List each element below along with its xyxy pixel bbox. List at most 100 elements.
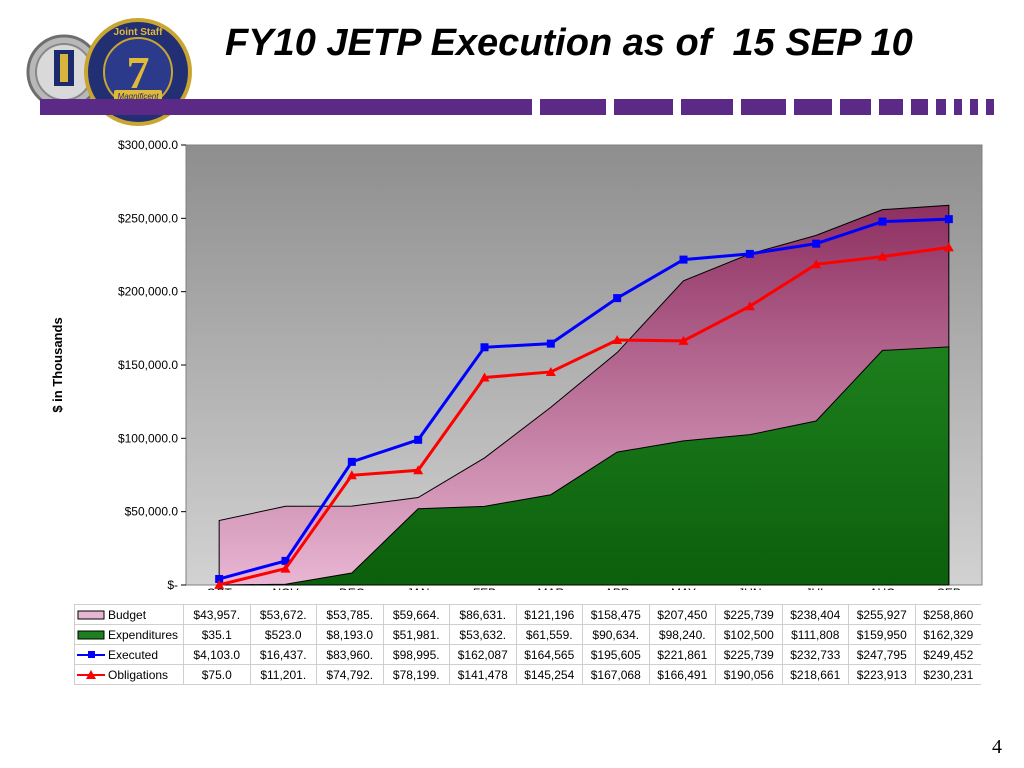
point-obligations: [280, 563, 291, 573]
legend-label: Executed: [108, 647, 159, 662]
table-cell: $158,475: [582, 604, 649, 625]
table-cell: $238,404: [781, 604, 849, 625]
decorative-band: [40, 99, 994, 115]
point-obligations: [943, 242, 954, 252]
point-executed: [679, 255, 688, 264]
chart-data-table: Budget $43,957. $53,672. $53,785. $59,664. $8…: [74, 604, 981, 685]
y-tick-label: $200,000.0: [118, 285, 178, 299]
table-cell: $59,664.: [382, 604, 450, 625]
table-cell: $247,795: [848, 644, 915, 665]
x-tick-label: DEC: [339, 586, 365, 590]
x-axis: OCT NOV DEC JAN FEB MAR APR MAY JUN JUL AUG SEP: [206, 586, 960, 590]
table-cell: $74,792.: [316, 664, 383, 685]
point-executed: [878, 217, 887, 226]
x-tick-label: AUG: [869, 586, 895, 590]
legend-key: Budget: [74, 604, 184, 625]
x-tick-label: OCT: [206, 586, 232, 590]
table-cell: $195,605: [582, 644, 649, 665]
point-executed: [812, 239, 821, 248]
slide-title: FY10 JETP Execution as of 15 SEP 10: [225, 22, 913, 64]
table-cell: $223,913: [848, 664, 915, 685]
legend-swatch-budget: [77, 610, 105, 619]
point-obligations: [678, 335, 689, 345]
table-cell: $53,785.: [316, 604, 383, 625]
point-executed: [480, 343, 489, 352]
line-series: [214, 215, 954, 589]
area-expenditures: [218, 346, 950, 586]
table-cell: $255,927: [848, 604, 915, 625]
table-cell: $53,672.: [249, 604, 317, 625]
x-tick-label: MAY: [671, 586, 696, 590]
svg-text:7: 7: [127, 47, 150, 98]
svg-text:Magnificent: Magnificent: [118, 92, 160, 101]
table-cell: $232,733: [781, 644, 849, 665]
table-cell: $11,201.: [249, 664, 317, 685]
y-tick-label: $250,000.0: [118, 211, 178, 225]
table-cell: $141,478: [449, 664, 516, 685]
point-executed: [215, 574, 224, 583]
y-tick-label: $300,000.0: [118, 138, 178, 152]
point-obligations: [612, 334, 623, 344]
y-axis-label: $ in Thousands: [50, 317, 65, 412]
table-cell: $4,103.0: [183, 644, 250, 665]
point-executed: [281, 556, 290, 565]
table-cell: $35.1: [183, 624, 250, 645]
table-cell: $90,634.: [582, 624, 649, 645]
table-cell: $166,491: [648, 664, 716, 685]
legend-key: Executed: [74, 644, 184, 665]
table-cell: $167,068: [582, 664, 649, 685]
point-obligations: [877, 251, 888, 261]
table-cell: $145,254: [515, 664, 583, 685]
x-tick-label: NOV: [272, 586, 298, 590]
table-cell: $225,739: [715, 604, 782, 625]
table-cell: $207,450: [648, 604, 716, 625]
line-obligations: [218, 245, 950, 587]
table-row: Executed $4,103.0 $16,437. $83,960. $98,995.…: [74, 644, 981, 665]
table-row: Budget $43,957. $53,672. $53,785. $59,664. $8…: [74, 604, 981, 625]
point-obligations: [811, 259, 822, 269]
table-cell: $8,193.0: [316, 624, 383, 645]
table-cell: $83,960.: [316, 644, 383, 665]
point-obligations: [545, 366, 556, 376]
table-cell: $221,861: [648, 644, 716, 665]
table-cell: $258,860: [914, 604, 981, 625]
table-cell: $111,808: [781, 624, 849, 645]
table-row: Obligations $75.0 $11,201. $74,792. $78,199.…: [74, 664, 981, 685]
legend-label: Expenditures: [108, 627, 179, 642]
y-axis: $- $50,000.0 $100,000.0 $150,000.0 $200,000.…: [118, 138, 186, 590]
table-cell: $102,500: [715, 624, 782, 645]
y-tick-label: $100,000.0: [118, 431, 178, 445]
page-number: 4: [992, 736, 1002, 758]
table-cell: $86,631.: [449, 604, 516, 625]
table-cell: $225,739: [715, 644, 782, 665]
point-obligations: [479, 372, 490, 382]
y-tick-label: $-: [167, 578, 178, 590]
table-cell: $164,565: [515, 644, 583, 665]
x-tick-label: SEP: [937, 586, 961, 590]
x-tick-label: JUL: [805, 586, 827, 590]
table-cell: $249,452: [914, 644, 981, 665]
legend-key: Expenditures: [74, 624, 184, 645]
table-cell: $78,199.: [382, 664, 450, 685]
legend-swatch-obligations: [77, 669, 105, 679]
table-cell: $218,661: [781, 664, 849, 685]
point-obligations: [744, 301, 755, 311]
legend-key: Obligations: [74, 664, 184, 685]
table-cell: $61,559.: [515, 624, 583, 645]
table-row: Expenditures $35.1 $523.0 $8,193.0 $51,981. $…: [74, 624, 981, 645]
area-series: [218, 204, 950, 586]
table-cell: $162,087: [449, 644, 516, 665]
table-cell: $159,950: [848, 624, 915, 645]
x-tick-label: FEB: [473, 586, 496, 590]
y-tick-label: $150,000.0: [118, 358, 178, 372]
table-cell: $16,437.: [249, 644, 317, 665]
table-cell: $75.0: [183, 664, 250, 685]
point-executed: [347, 457, 356, 466]
x-tick-label: MAR: [537, 586, 564, 590]
point-executed: [745, 249, 754, 258]
point-executed: [414, 435, 423, 444]
table-cell: $121,196: [515, 604, 583, 625]
y-tick-label: $50,000.0: [125, 505, 179, 519]
point-executed: [944, 215, 953, 224]
table-cell: $51,981.: [382, 624, 450, 645]
